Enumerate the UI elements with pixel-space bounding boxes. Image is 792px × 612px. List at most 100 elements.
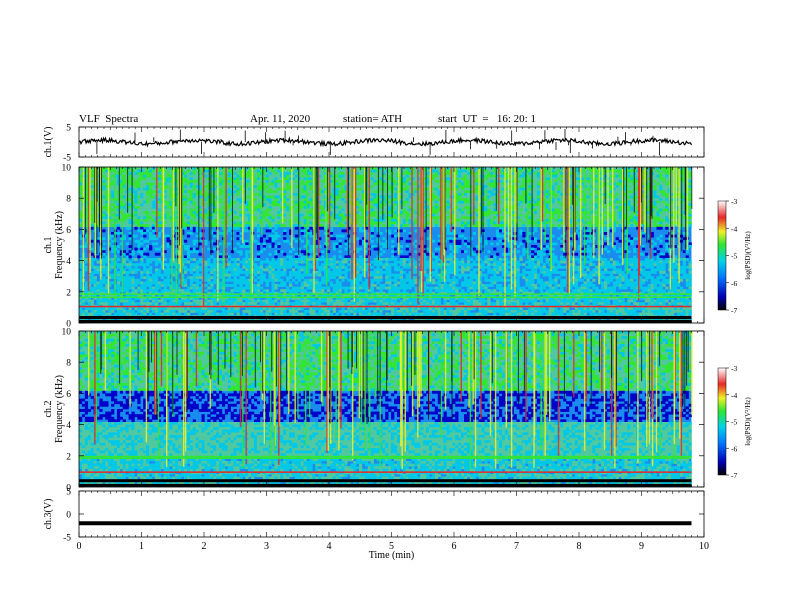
spectrogram-cell bbox=[245, 203, 249, 207]
spectrogram-cell bbox=[192, 273, 196, 277]
spectrogram-cell bbox=[163, 206, 167, 209]
spectrogram-cell bbox=[111, 263, 115, 267]
spectrogram-cell bbox=[213, 167, 217, 170]
spectrogram-cell bbox=[286, 185, 290, 189]
spectrogram-cell bbox=[163, 169, 167, 173]
spectrogram-cell bbox=[134, 265, 138, 269]
spectrogram-cell bbox=[189, 278, 194, 282]
spectrogram-cell bbox=[186, 307, 191, 311]
spectrogram-cell bbox=[160, 177, 164, 181]
spectrogram-cell bbox=[256, 195, 261, 199]
spectrogram-cell bbox=[169, 299, 173, 303]
spectrogram-cell bbox=[160, 297, 164, 300]
spectrogram-cell bbox=[312, 302, 316, 306]
spectrogram-cell bbox=[186, 299, 191, 303]
spectrogram-cell bbox=[245, 271, 249, 274]
spectrogram-cell bbox=[146, 229, 150, 233]
spectrogram-cell bbox=[286, 299, 290, 303]
spectrogram-cell bbox=[379, 195, 383, 199]
spectrogram-cell bbox=[379, 193, 383, 196]
spectrogram-cell bbox=[213, 299, 217, 303]
spectrogram-cell bbox=[254, 294, 258, 298]
spectrogram-cell bbox=[125, 213, 129, 217]
spectrogram-cell bbox=[192, 276, 196, 280]
spectrogram-cell bbox=[119, 312, 124, 316]
spectrogram-cell bbox=[289, 219, 293, 222]
spectrogram-cell bbox=[169, 172, 173, 176]
spectrogram-cell bbox=[361, 258, 366, 261]
spectrogram-cell bbox=[236, 297, 240, 300]
spectrogram-cell bbox=[265, 174, 269, 178]
spectrogram-cell bbox=[248, 172, 252, 176]
spectrogram-cell bbox=[335, 167, 339, 170]
spectrogram-cell bbox=[160, 245, 164, 248]
spectrogram-cell bbox=[286, 198, 290, 202]
spectrogram-cell bbox=[271, 169, 275, 173]
spectrogram-cell bbox=[184, 302, 188, 306]
spectrogram-cell bbox=[262, 211, 266, 215]
spectrogram-cell bbox=[154, 271, 159, 274]
spectrogram-cell bbox=[321, 174, 325, 178]
spectrogram-cell bbox=[140, 219, 144, 222]
spectrogram-cell bbox=[198, 260, 202, 264]
spectrogram-cell bbox=[370, 182, 374, 186]
spectrogram-cell bbox=[108, 195, 112, 199]
spectrogram-cell bbox=[192, 198, 196, 202]
spectrogram-cell bbox=[286, 219, 290, 222]
spectrogram-cell bbox=[84, 211, 89, 215]
spectrogram-cell bbox=[195, 193, 199, 196]
spectrogram-cell bbox=[361, 317, 366, 321]
spectrogram-cell bbox=[344, 169, 348, 173]
spectrogram-cell bbox=[128, 177, 132, 181]
spectrogram-cell bbox=[105, 302, 109, 306]
spectrogram-cell bbox=[376, 263, 380, 267]
spectrogram-cell bbox=[361, 216, 366, 220]
spectrogram-cell bbox=[306, 167, 310, 170]
spectrogram-cell bbox=[245, 198, 249, 202]
spectrogram-cell bbox=[367, 317, 371, 321]
spectrogram-cell bbox=[140, 294, 144, 298]
spectrogram-cell bbox=[140, 206, 144, 209]
spectrogram-cell bbox=[382, 206, 386, 209]
spectrogram-cell bbox=[166, 273, 170, 277]
spectrogram-cell bbox=[335, 213, 339, 217]
spectrogram-cell bbox=[116, 271, 121, 274]
spectrogram-cell bbox=[236, 177, 240, 181]
spectrogram-cell bbox=[306, 198, 310, 202]
spectrogram-cell bbox=[184, 200, 188, 204]
spectrogram-cell bbox=[286, 289, 290, 293]
spectrogram-cell bbox=[189, 193, 194, 196]
spectrogram-cell bbox=[341, 208, 345, 212]
spectrogram-cell bbox=[102, 174, 106, 178]
spectrogram-cell bbox=[131, 221, 135, 225]
spectrogram-cell bbox=[326, 299, 331, 303]
spectrogram-cell bbox=[204, 182, 208, 186]
spectrogram-cell bbox=[294, 213, 299, 217]
spectrogram-cell bbox=[227, 216, 231, 220]
spectrogram-cell bbox=[245, 190, 249, 194]
spectrogram-cell bbox=[341, 297, 345, 300]
spectrogram-cell bbox=[300, 187, 304, 191]
spectrogram-cell bbox=[146, 203, 150, 207]
spectrogram-cell bbox=[291, 268, 296, 272]
spectrogram-cell bbox=[140, 174, 144, 178]
spectrogram-cell bbox=[227, 299, 231, 303]
spectrogram-cell bbox=[221, 307, 226, 311]
spectrogram-cell bbox=[379, 172, 383, 176]
spectrogram-cell bbox=[122, 221, 126, 225]
spectrogram-cell bbox=[321, 219, 325, 222]
spectrogram-cell bbox=[359, 190, 363, 194]
spectrogram-cell bbox=[268, 234, 272, 238]
spectrogram-cell bbox=[379, 299, 383, 303]
spectrogram-cell bbox=[373, 187, 377, 191]
spectrogram-cell bbox=[382, 200, 386, 204]
spectrogram-cell bbox=[198, 174, 202, 178]
spectrogram-cell bbox=[224, 284, 229, 287]
spectrogram-cell bbox=[198, 281, 202, 285]
spectrogram-cell bbox=[318, 224, 322, 228]
spectrogram-cell bbox=[108, 294, 112, 298]
spectrogram-cell bbox=[186, 190, 191, 194]
spectrogram-cell bbox=[315, 208, 319, 212]
spectrogram-cell bbox=[125, 317, 129, 321]
spectrogram-cell bbox=[332, 294, 336, 298]
